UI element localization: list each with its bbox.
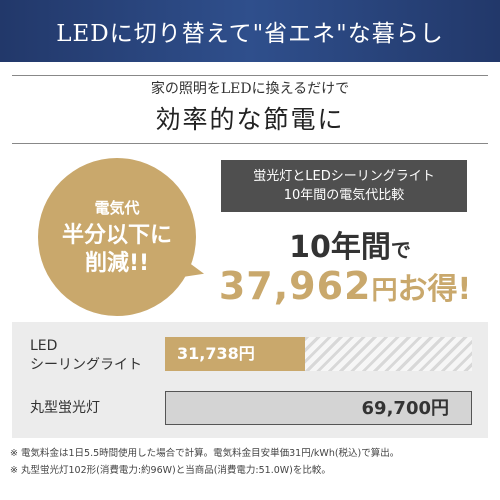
savings-line: 37,962円お得! — [200, 264, 490, 308]
header-title: LEDに切り替えて"省エネ"な暮らし — [56, 21, 444, 47]
years-unit: 年間 — [330, 230, 391, 265]
led-savings-hatch — [305, 337, 472, 371]
intro-subtitle: 家の照明をLEDに換えるだけで — [150, 81, 350, 97]
fluorescent-cost-value: 69,700円 — [361, 398, 449, 419]
comparison-box: 蛍光灯とLEDシーリングライト 10年間の電気代比較 — [221, 160, 467, 212]
badge-line-1: 電気代 — [94, 198, 140, 217]
led-cost-bar: 31,738円 — [165, 337, 305, 371]
savings-badge: 電気代 半分以下に 削減!! — [38, 158, 196, 316]
savings-gain: お得! — [397, 272, 472, 307]
years-suffix: で — [390, 238, 411, 262]
led-cost-value: 31,738円 — [177, 344, 255, 363]
years-number: 10 — [289, 230, 331, 265]
bottom-divider — [12, 143, 488, 144]
led-label-line-2: シーリングライト — [30, 357, 142, 373]
footnote-2: ※ 丸型蛍光灯102形(消費電力:約96W)と当商品(消費電力:51.0W)を比… — [10, 465, 331, 476]
led-label-line-1: LED — [30, 338, 58, 354]
top-divider — [12, 75, 488, 76]
header-banner: LEDに切り替えて"省エネ"な暮らし — [0, 0, 500, 62]
fluorescent-row-label: 丸型蛍光灯 — [30, 400, 100, 416]
badge-line-2: 半分以下に — [61, 222, 172, 248]
comparison-line-1: 蛍光灯とLEDシーリングライト — [253, 169, 435, 184]
footnote-1: ※ 電気料金は1日5.5時間使用した場合で計算。電気料金目安単価31円/kWh(… — [10, 448, 400, 459]
footnotes: ※ 電気料金は1日5.5時間使用した場合で計算。電気料金目安単価31円/kWh(… — [10, 445, 494, 479]
led-row-label: LED シーリングライト — [30, 337, 142, 375]
comparison-line-2: 10年間の電気代比較 — [283, 188, 405, 203]
fluorescent-cost-bar: 69,700円 — [165, 391, 472, 425]
savings-amount: 37,962 — [218, 264, 372, 308]
badge-line-3: 削減!! — [84, 250, 150, 276]
savings-unit: 円 — [371, 276, 398, 306]
years-line: 10年間で — [230, 222, 470, 266]
intro-headline: 効率的な節電に — [155, 105, 345, 134]
